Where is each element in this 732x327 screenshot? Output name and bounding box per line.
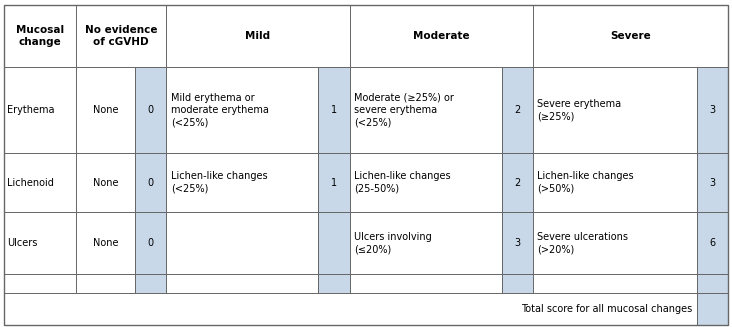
Bar bbox=[76, 5, 166, 67]
Bar bbox=[76, 67, 135, 153]
Bar bbox=[76, 212, 135, 274]
Bar bbox=[135, 212, 166, 274]
Bar bbox=[4, 67, 76, 153]
Bar bbox=[501, 67, 533, 153]
Bar bbox=[501, 67, 533, 153]
Bar bbox=[697, 153, 728, 212]
Bar bbox=[350, 274, 501, 293]
Text: Severe erythema
(≥25%): Severe erythema (≥25%) bbox=[537, 99, 621, 122]
Text: 0: 0 bbox=[148, 238, 154, 248]
Text: 0: 0 bbox=[148, 178, 154, 188]
Bar bbox=[4, 153, 76, 212]
Text: Mucosal
change: Mucosal change bbox=[16, 25, 64, 47]
Text: Lichen-like changes
(25-50%): Lichen-like changes (25-50%) bbox=[354, 171, 451, 194]
Text: 0: 0 bbox=[148, 105, 154, 115]
Text: 3: 3 bbox=[709, 178, 716, 188]
Text: Erythema: Erythema bbox=[7, 105, 55, 115]
Bar bbox=[4, 274, 76, 293]
Bar bbox=[166, 274, 318, 293]
Bar bbox=[501, 274, 533, 293]
Text: 1: 1 bbox=[331, 105, 337, 115]
Text: 3: 3 bbox=[514, 238, 520, 248]
Bar bbox=[318, 274, 350, 293]
Text: Lichen-like changes
(<25%): Lichen-like changes (<25%) bbox=[171, 171, 267, 194]
Text: No evidence
of cGVHD: No evidence of cGVHD bbox=[85, 25, 157, 47]
Bar bbox=[166, 67, 318, 153]
Bar bbox=[318, 212, 350, 274]
Text: Ulcers: Ulcers bbox=[7, 238, 37, 248]
Bar bbox=[697, 67, 728, 153]
Bar bbox=[350, 67, 501, 153]
Text: 3: 3 bbox=[709, 105, 716, 115]
Bar bbox=[350, 212, 501, 274]
Text: Lichen-like changes
(>50%): Lichen-like changes (>50%) bbox=[537, 171, 634, 194]
Bar bbox=[501, 153, 533, 212]
Text: None: None bbox=[93, 238, 119, 248]
Bar bbox=[76, 274, 135, 293]
Bar bbox=[318, 212, 350, 274]
Text: 2: 2 bbox=[514, 105, 520, 115]
Text: Ulcers involving
(≤20%): Ulcers involving (≤20%) bbox=[354, 232, 432, 254]
Text: 6: 6 bbox=[709, 238, 716, 248]
Bar bbox=[318, 153, 350, 212]
Bar bbox=[697, 293, 728, 325]
Bar bbox=[533, 153, 697, 212]
Bar bbox=[350, 5, 533, 67]
Text: Moderate (≥25%) or
severe erythema
(<25%): Moderate (≥25%) or severe erythema (<25%… bbox=[354, 93, 454, 128]
Bar bbox=[318, 274, 350, 293]
Bar bbox=[318, 67, 350, 153]
Bar bbox=[501, 274, 533, 293]
Bar bbox=[697, 153, 728, 212]
Bar bbox=[350, 153, 501, 212]
Text: None: None bbox=[93, 105, 119, 115]
Bar bbox=[135, 153, 166, 212]
Bar bbox=[533, 5, 728, 67]
Bar bbox=[166, 212, 318, 274]
Bar bbox=[135, 153, 166, 212]
Bar bbox=[501, 212, 533, 274]
Bar bbox=[697, 293, 728, 325]
Text: Mild erythema or
moderate erythema
(<25%): Mild erythema or moderate erythema (<25%… bbox=[171, 93, 269, 128]
Text: Lichenoid: Lichenoid bbox=[7, 178, 54, 188]
Bar bbox=[501, 153, 533, 212]
Bar bbox=[697, 274, 728, 293]
Bar bbox=[318, 67, 350, 153]
Bar bbox=[697, 67, 728, 153]
Text: Severe ulcerations
(>20%): Severe ulcerations (>20%) bbox=[537, 232, 628, 254]
Bar bbox=[697, 274, 728, 293]
Bar bbox=[697, 212, 728, 274]
Bar bbox=[135, 67, 166, 153]
Bar bbox=[697, 212, 728, 274]
Text: Severe: Severe bbox=[610, 31, 651, 41]
Text: 2: 2 bbox=[514, 178, 520, 188]
Text: Mild: Mild bbox=[245, 31, 271, 41]
Bar bbox=[135, 274, 166, 293]
Bar bbox=[135, 274, 166, 293]
Bar bbox=[4, 293, 697, 325]
Bar bbox=[4, 212, 76, 274]
Bar bbox=[76, 153, 135, 212]
Text: None: None bbox=[93, 178, 119, 188]
Bar bbox=[135, 67, 166, 153]
Text: Total score for all mucosal changes: Total score for all mucosal changes bbox=[521, 304, 692, 314]
Bar bbox=[135, 212, 166, 274]
Bar bbox=[533, 274, 697, 293]
Text: 1: 1 bbox=[331, 178, 337, 188]
Text: Moderate: Moderate bbox=[413, 31, 469, 41]
Bar bbox=[533, 67, 697, 153]
Bar bbox=[4, 5, 76, 67]
Bar bbox=[533, 212, 697, 274]
Bar bbox=[318, 153, 350, 212]
Bar bbox=[166, 153, 318, 212]
Bar bbox=[501, 212, 533, 274]
Bar bbox=[166, 5, 350, 67]
